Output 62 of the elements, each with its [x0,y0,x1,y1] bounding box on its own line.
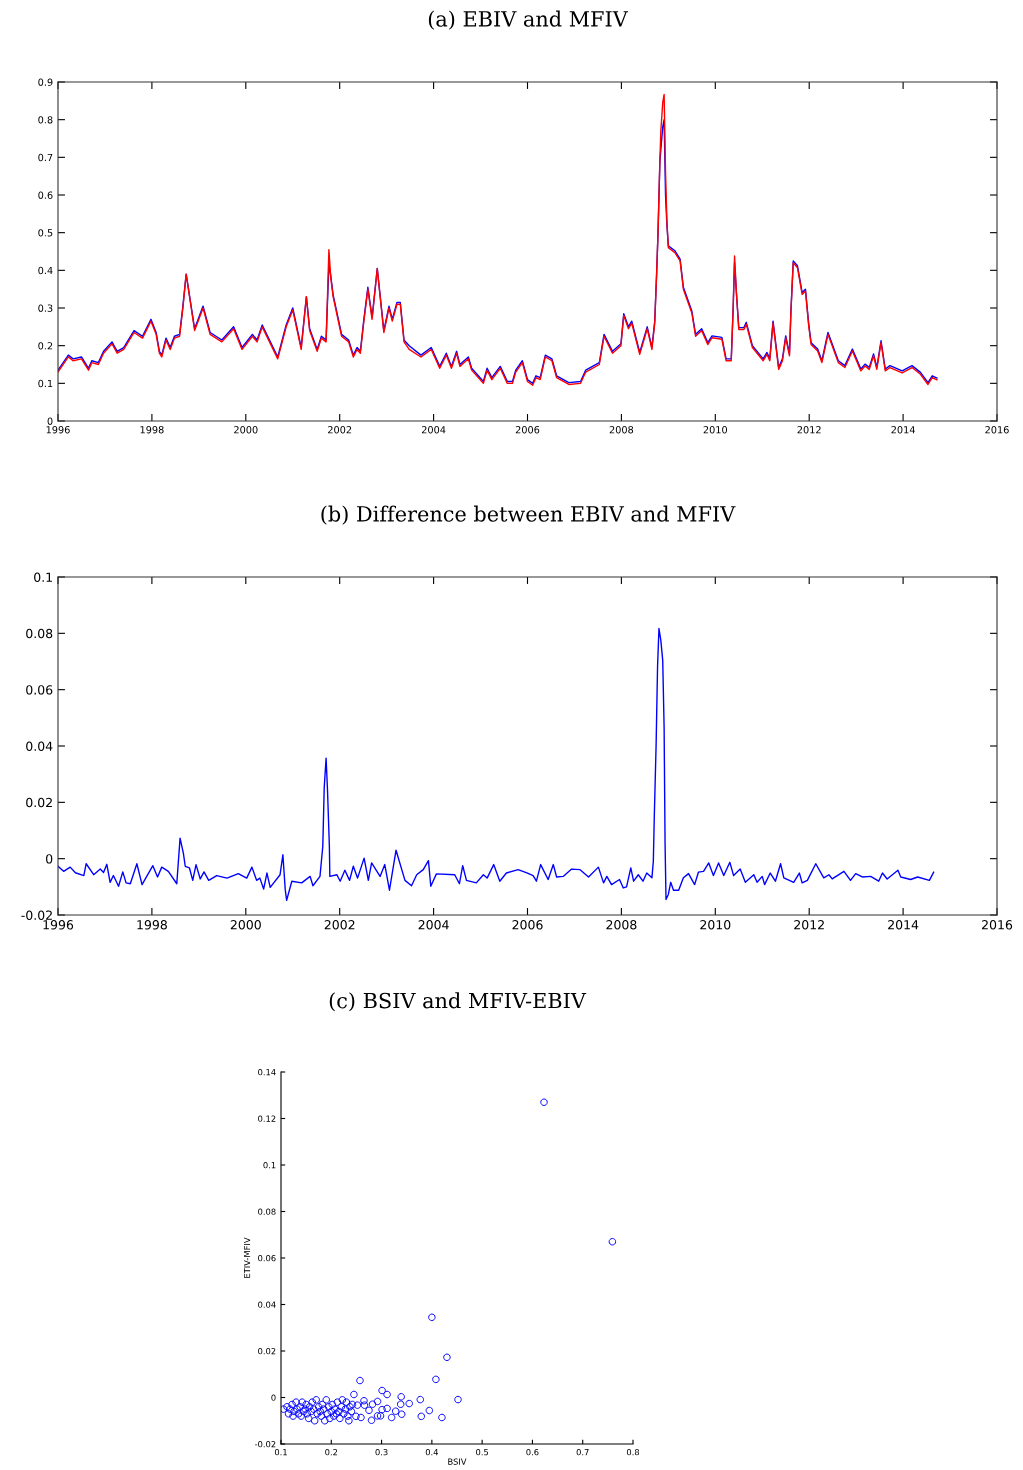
y-tick-label: 0 [271,1394,276,1401]
x-tick-label: 2016 [985,426,1009,434]
x-tick-label: 2012 [794,920,824,930]
chart-title: (a) EBIV and MFIV [428,10,629,30]
x-tick-label: 0.6 [526,1449,539,1456]
y-tick-label: 0.5 [38,229,53,237]
x-tick-label: 0.2 [325,1449,338,1456]
chart-title: (b) Difference between EBIV and MFIV [321,505,736,525]
x-tick-label: 1998 [140,426,164,434]
x-tick-label: 2006 [515,426,540,434]
x-tick-label: 2008 [609,426,634,434]
x-tick-label: 0.4 [425,1449,439,1456]
x-axis-title: BSIV [448,1458,467,1465]
y-tick-label: 0.02 [26,797,52,808]
y-tick-label: 0 [46,854,53,864]
y-tick-label: 0.12 [258,1115,276,1122]
x-tick-label: 1996 [46,426,70,434]
y-axis-title: ETIV-MFIV [243,1237,251,1278]
x-tick-label: 2010 [700,920,731,930]
x-tick-label: 1998 [137,920,167,930]
y-tick-label: 0.9 [38,78,53,86]
y-tick-label: 0.04 [26,741,53,751]
x-tick-label: 2006 [512,920,543,930]
x-tick-label: 0.1 [274,1449,287,1456]
y-tick-label: 0.2 [38,342,53,350]
x-tick-label: 2002 [328,426,352,434]
x-tick-label: 0.5 [476,1449,489,1456]
x-tick-label: 2016 [982,920,1013,930]
x-tick-label: 2014 [888,920,919,930]
y-tick-label: 0.06 [258,1254,276,1262]
y-tick-label: 0.1 [38,379,53,388]
y-tick-label: 0.08 [26,628,53,639]
y-tick-label: 0.4 [38,266,53,275]
x-tick-label: 2012 [797,426,821,434]
x-tick-label: 2004 [418,920,449,930]
y-tick-label: -0.02 [21,910,52,920]
x-tick-label: 2004 [421,426,446,434]
x-tick-label: 2000 [230,920,261,930]
y-tick-label: 0.8 [38,116,53,124]
y-tick-label: 0.1 [34,572,52,582]
x-tick-label: 1996 [43,920,74,930]
x-tick-label: 2010 [703,426,728,434]
y-tick-label: 0 [47,417,53,425]
y-tick-label: 0.6 [38,191,53,199]
y-tick-label: 0.14 [258,1068,276,1076]
y-tick-label: 0.06 [26,685,53,695]
y-tick-label: 0.08 [258,1208,276,1215]
x-tick-label: 0.8 [626,1449,640,1456]
line-series [58,627,935,902]
x-tick-label: 2002 [324,920,355,930]
x-tick-label: 2014 [891,426,915,434]
y-tick-label: -0.02 [254,1440,276,1448]
y-tick-label: 0.3 [38,304,53,312]
y-tick-label: 0.7 [38,153,53,162]
x-tick-label: 2008 [606,920,637,930]
x-tick-label: 0.7 [576,1449,589,1456]
y-tick-label: 0.04 [258,1301,276,1308]
y-tick-label: 0.1 [263,1161,276,1169]
chart-title: (c) BSIV and MFIV-EBIV [329,992,587,1012]
x-tick-label: 2000 [234,426,258,434]
x-tick-label: 0.3 [375,1449,388,1456]
y-tick-label: 0.02 [258,1347,276,1355]
